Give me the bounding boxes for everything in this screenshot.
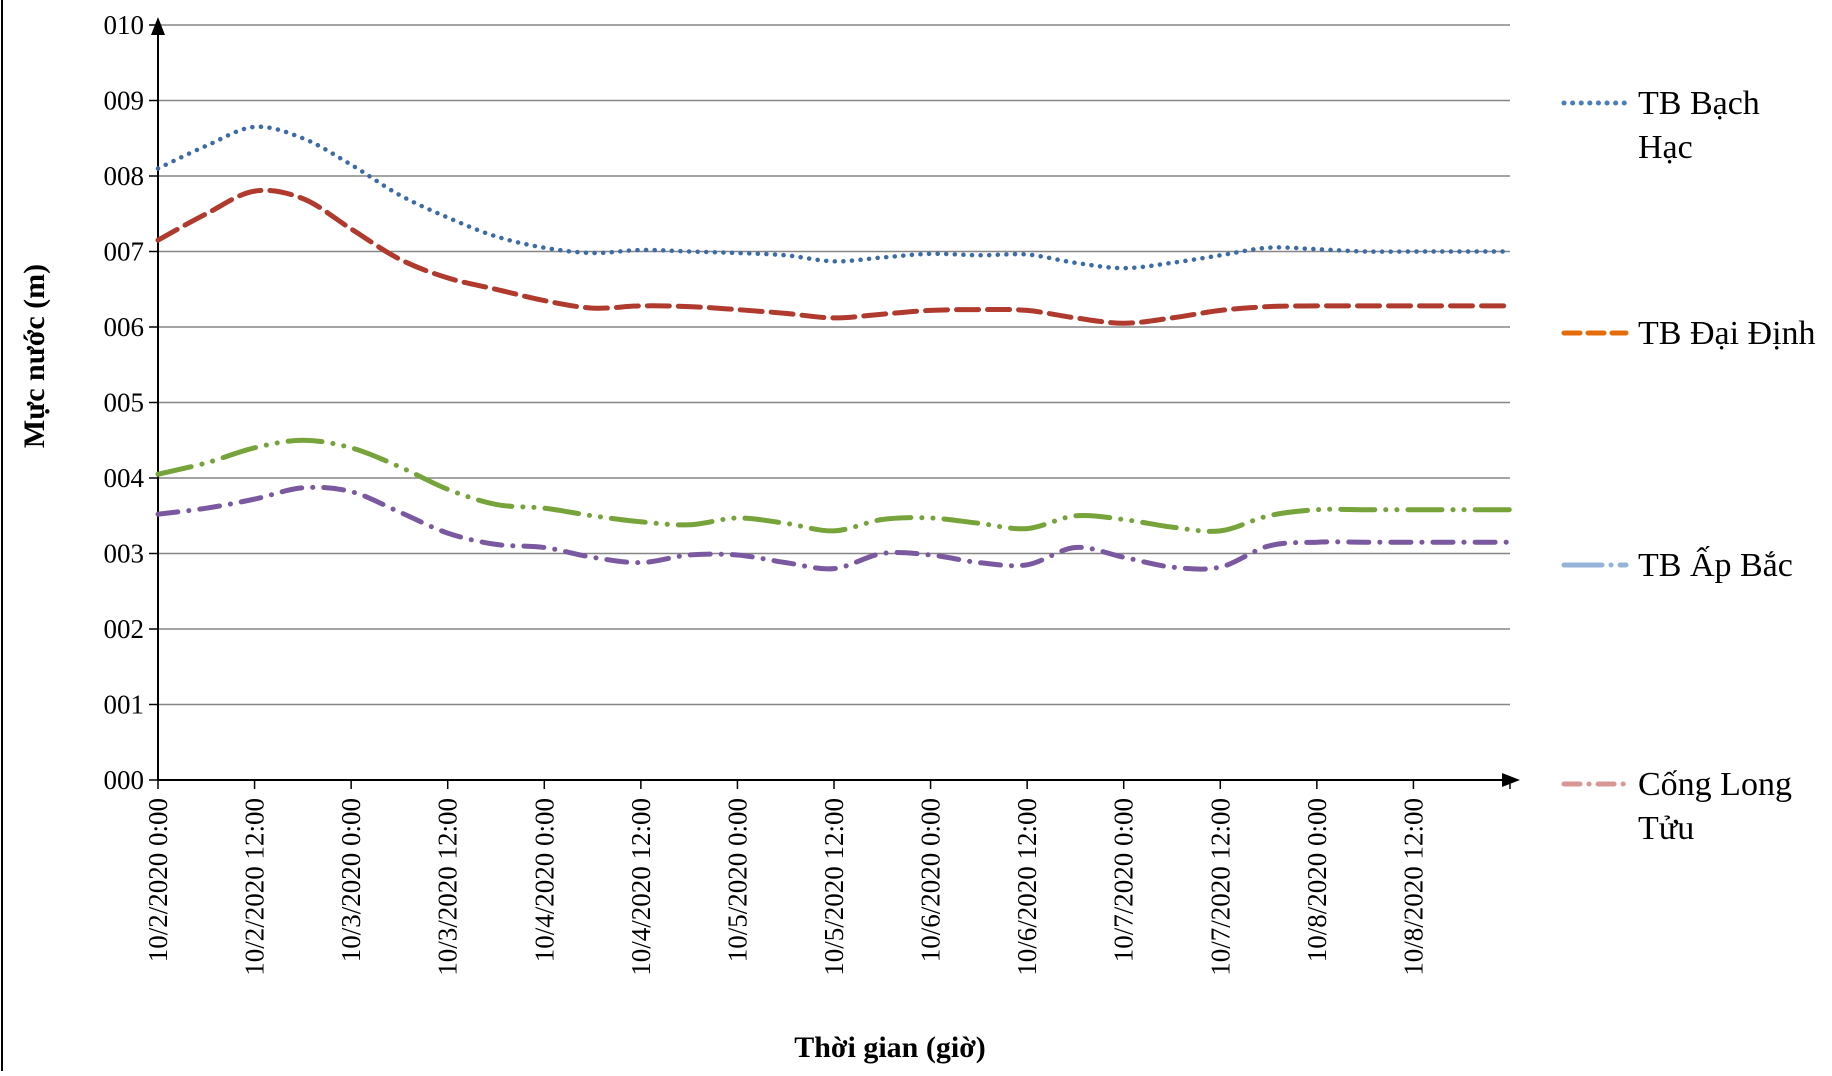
legend-label-line: TB Đại Định <box>1638 315 1816 352</box>
y-axis-arrowhead <box>151 17 165 35</box>
legend-label-line: TB Bạch <box>1638 85 1760 122</box>
legend-label-line: Cống Long <box>1638 766 1792 803</box>
legend-label-line: Tửu <box>1638 810 1694 847</box>
x-tick-label: 10/6/2020 12:00 <box>1012 798 1042 976</box>
x-axis-title: Thời gian (giờ) <box>794 1031 986 1064</box>
legend-label: TB Bạch Hạc <box>1638 85 1760 166</box>
x-tick-label: 10/2/2020 12:00 <box>240 798 270 976</box>
series-line <box>155 124 1513 271</box>
legend-label-line: Hạc <box>1638 129 1693 166</box>
y-tick-label: 006 <box>104 312 145 342</box>
x-tick-label: 10/4/2020 0:00 <box>529 798 559 962</box>
legend-item: TB Ấp Bắc <box>1561 546 1793 584</box>
x-tick-label: 10/6/2020 0:00 <box>916 798 946 962</box>
y-tick-label: 010 <box>104 10 145 40</box>
y-tick-label: 000 <box>104 765 145 795</box>
y-tick-label: 004 <box>104 463 145 493</box>
x-tick-label: 10/8/2020 12:00 <box>1398 798 1428 976</box>
legend-item: TB Bạch Hạc <box>1561 85 1760 166</box>
legend: TB Bạch Hạc TB Đại Định TB Ấp Bắc Cống Long T… <box>1561 85 1816 847</box>
y-axis-title: Mực nước (m) <box>18 264 51 448</box>
legend-label: Cống Long Tửu <box>1638 766 1792 847</box>
legend-label: TB Ấp Bắc <box>1638 546 1793 584</box>
x-tick-label: 10/3/2020 0:00 <box>336 798 366 962</box>
series-line <box>155 437 1513 534</box>
x-tick-label: 10/3/2020 12:00 <box>433 798 463 976</box>
x-tick-label: 10/7/2020 12:00 <box>1205 798 1235 976</box>
x-axis-arrowhead <box>1502 773 1520 787</box>
series-line <box>155 484 1513 572</box>
legend-item: TB Đại Định <box>1561 315 1816 352</box>
series-lines <box>155 124 1513 572</box>
y-tick-label: 003 <box>104 539 145 569</box>
x-tick-label: 10/5/2020 0:00 <box>722 798 752 962</box>
y-tick-label: 008 <box>104 161 145 191</box>
series-line <box>155 187 1513 326</box>
legend-label-line: TB Ấp Bắc <box>1638 546 1793 584</box>
y-tick-label: 005 <box>104 388 145 418</box>
axes: 000 001 002 003 004 005 006 007 008 009 010 10/2/20… <box>104 10 1520 976</box>
x-tick-label: 10/5/2020 12:00 <box>819 798 849 976</box>
y-tick-label: 002 <box>104 614 145 644</box>
y-tick-label: 007 <box>104 237 145 267</box>
x-tick-label: 10/2/2020 0:00 <box>143 798 173 962</box>
x-tick-label: 10/8/2020 0:00 <box>1302 798 1332 962</box>
x-tick-label: 10/7/2020 0:00 <box>1109 798 1139 962</box>
y-tick-label: 001 <box>104 690 145 720</box>
x-tick-label: 10/4/2020 12:00 <box>626 798 656 976</box>
y-tick-label: 009 <box>104 86 145 116</box>
legend-label: TB Đại Định <box>1638 315 1816 352</box>
legend-item: Cống Long Tửu <box>1561 766 1792 847</box>
